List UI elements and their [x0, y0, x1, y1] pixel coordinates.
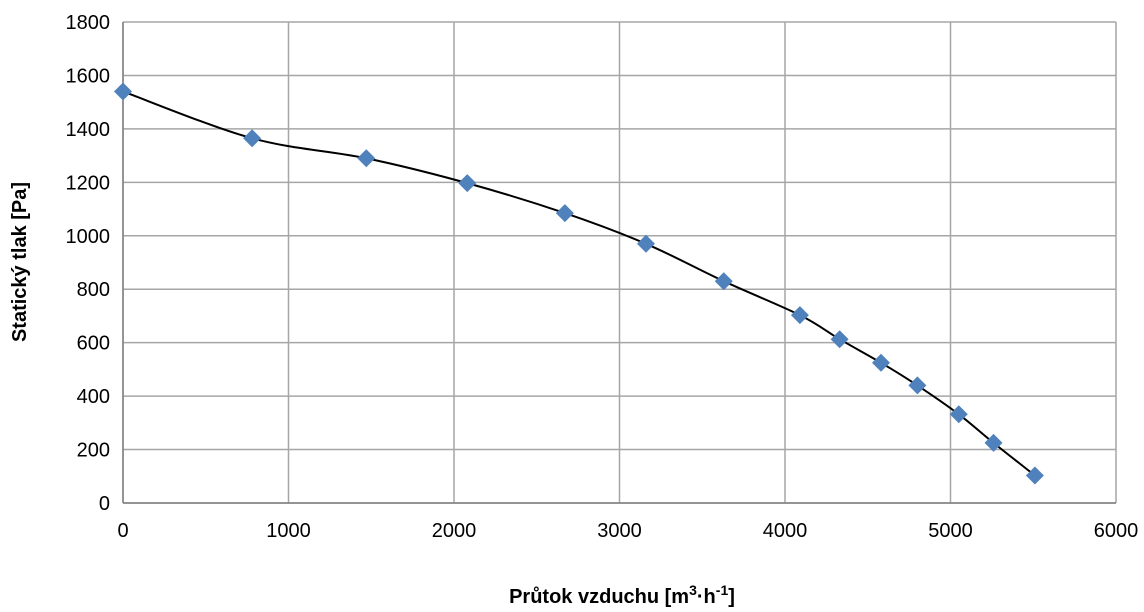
data-point [830, 330, 849, 349]
x-tick-label: 1000 [266, 520, 311, 542]
x-axis-title-sup2: -1 [716, 582, 729, 598]
y-tick-label: 800 [77, 279, 110, 301]
y-tick-label: 600 [77, 333, 110, 355]
y-axis-title: Statický tlak [Pa] [9, 182, 31, 342]
x-axis-title-sup1: 3 [689, 582, 697, 598]
y-tick-label: 1800 [66, 12, 111, 34]
x-axis-title: Průtok vzduchu [m3·h-1] [509, 582, 735, 608]
x-tick-label: 3000 [597, 520, 642, 542]
data-point [1025, 466, 1044, 485]
data-point [555, 204, 574, 223]
data-point [114, 82, 132, 101]
x-tick-label: 6000 [1094, 520, 1139, 542]
grid [122, 21, 1117, 504]
data-point [357, 149, 376, 168]
y-tick-label: 1400 [66, 119, 111, 141]
y-tick-label: 400 [77, 386, 110, 408]
x-axis-title-main: Průtok vzduchu [m [509, 586, 689, 608]
x-tick-label: 0 [117, 520, 128, 542]
y-tick-label: 1000 [66, 226, 111, 248]
data-point [790, 306, 809, 325]
y-tick-label: 200 [77, 440, 110, 462]
data-point [636, 234, 655, 253]
trendline [122, 90, 1036, 477]
y-tick-label: 1600 [66, 65, 111, 87]
x-tick-label: 2000 [432, 520, 477, 542]
data-point [871, 353, 890, 372]
x-axis-title-end: ] [728, 586, 735, 608]
y-tick-label: 1200 [66, 172, 111, 194]
x-tick-labels: 0 1000 2000 3000 4000 5000 6000 [117, 520, 1138, 542]
data-points [114, 82, 1044, 485]
y-tick-labels: 0 200 400 600 800 1000 1200 1400 1600 1800 [66, 12, 111, 515]
data-point [714, 272, 733, 291]
data-point [458, 174, 477, 193]
y-tick-label: 0 [99, 493, 110, 515]
x-axis-title-mid: ·h [697, 586, 716, 608]
data-point [243, 129, 262, 148]
data-point [908, 376, 927, 395]
data-point [984, 433, 1003, 452]
data-point [949, 405, 968, 424]
x-tick-label: 5000 [928, 520, 973, 542]
x-tick-label: 4000 [763, 520, 808, 542]
